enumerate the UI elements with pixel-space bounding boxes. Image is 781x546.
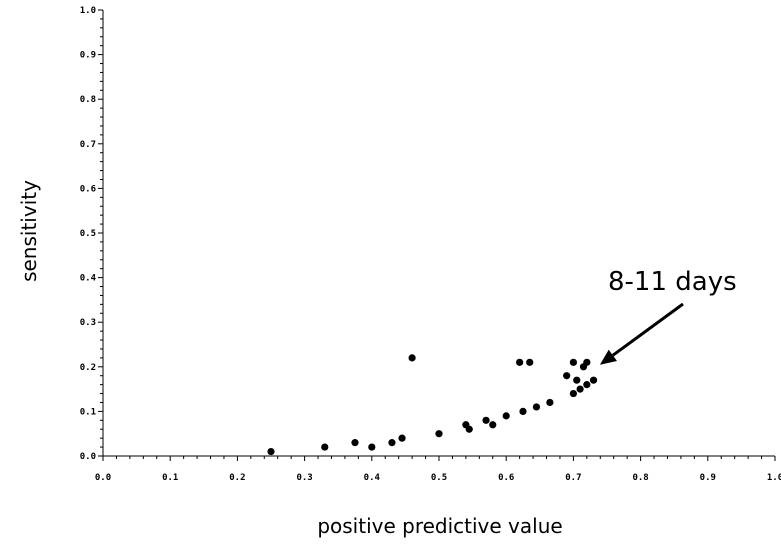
y-tick-label: 0.9 — [80, 51, 96, 61]
annotation-arrow — [611, 302, 684, 357]
x-tick-label: 0.3 — [296, 473, 312, 483]
data-point — [569, 389, 578, 398]
x-tick-label: 0.6 — [498, 473, 514, 483]
y-tick-label: 0.8 — [80, 95, 96, 105]
annotation-arrowhead — [599, 349, 617, 365]
x-tick-label: 0.9 — [700, 473, 716, 483]
y-tick-label: 0.7 — [80, 140, 96, 150]
y-axis-title: sensitivity — [17, 180, 41, 282]
y-tick-label: 1.0 — [80, 6, 96, 16]
data-point — [267, 447, 275, 456]
y-tick-label: 0.2 — [80, 363, 96, 373]
data-point — [589, 376, 598, 384]
data-point — [563, 372, 571, 380]
data-point — [321, 443, 329, 451]
data-point — [583, 358, 591, 366]
x-tick-labels: 0.0 0.1 0.2 0.3 0.4 0.5 0.6 0.7 0.8 0.9 1.0 — [95, 473, 781, 483]
x-axis-title: positive predictive value — [317, 514, 562, 538]
data-point — [576, 385, 584, 393]
x-tick-label: 0.4 — [364, 473, 381, 483]
y-tick-labels: 0.0 0.1 0.2 0.3 0.4 0.5 0.6 0.7 0.8 0.9 1.0 — [80, 6, 97, 462]
x-tick-label: 0.8 — [632, 473, 648, 483]
data-point — [398, 434, 406, 442]
data-point — [489, 421, 497, 429]
data-point — [435, 430, 443, 438]
x-tick-label: 0.1 — [162, 473, 178, 483]
data-point — [526, 358, 534, 366]
data-point — [569, 358, 578, 366]
x-tick-label: 1.0 — [767, 473, 781, 483]
data-point — [546, 398, 554, 407]
data-point — [465, 425, 473, 433]
x-tick-label: 0.2 — [229, 473, 245, 483]
data-point — [388, 439, 396, 447]
y-tick-label: 0.4 — [80, 274, 97, 284]
x-tick-label: 0.0 — [95, 473, 111, 483]
data-point — [583, 381, 591, 389]
data-point — [502, 412, 510, 420]
data-point — [519, 407, 527, 415]
data-points — [267, 354, 598, 456]
y-tick-label: 0.6 — [80, 184, 96, 194]
data-point — [532, 403, 541, 411]
data-point — [516, 358, 524, 366]
x-tick-label: 0.7 — [565, 473, 581, 483]
y-tick-label: 0.0 — [80, 452, 96, 462]
axes — [98, 9, 776, 461]
data-point — [408, 354, 416, 362]
data-point — [573, 376, 581, 384]
data-point — [482, 416, 490, 424]
data-point — [351, 439, 359, 447]
y-tick-label: 0.3 — [80, 318, 96, 328]
x-tick-label: 0.5 — [431, 473, 447, 483]
annotation-label: 8-11 days — [608, 267, 737, 297]
y-tick-label: 0.1 — [80, 407, 96, 417]
data-point — [368, 443, 376, 451]
y-tick-label: 0.5 — [80, 229, 96, 239]
